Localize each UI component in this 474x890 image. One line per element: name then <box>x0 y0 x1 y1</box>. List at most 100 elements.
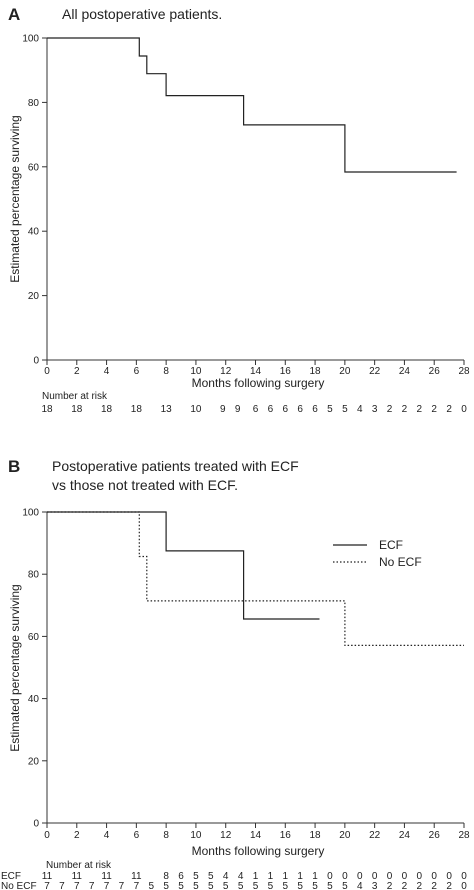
risk-count: 5 <box>208 871 214 882</box>
risk-count: 5 <box>163 881 169 890</box>
risk-count: 11 <box>131 871 142 882</box>
risk-count: 4 <box>357 404 363 415</box>
risk-count: 5 <box>148 881 154 890</box>
risk-count: 5 <box>297 881 303 890</box>
risk-count: 2 <box>431 404 437 415</box>
x-tick-label: 4 <box>104 830 110 841</box>
x-tick-label: 26 <box>429 830 441 841</box>
panel-b-x-axis-label: Months following surgery <box>192 844 325 858</box>
risk-count: 2 <box>417 881 423 890</box>
x-tick-label: 12 <box>220 366 232 377</box>
risk-count: 3 <box>372 404 378 415</box>
y-tick-label: 60 <box>28 162 40 173</box>
panel-a-y-axis-label: Estimated percentage surviving <box>8 115 22 282</box>
risk-count: 6 <box>312 404 318 415</box>
y-tick-label: 20 <box>28 291 40 302</box>
risk-count: 0 <box>461 404 467 415</box>
risk-count: 1 <box>297 871 303 882</box>
y-tick-label: 80 <box>28 98 40 109</box>
risk-count: 7 <box>119 881 125 890</box>
risk-count: 7 <box>104 881 110 890</box>
risk-count: 18 <box>71 404 83 415</box>
panel-b-risk-table: ECF 11 11 11 11 8 6 5 5 4 4 1 1 1 1 1 0 0 0 0 0 0 0 0 0 0No ECF 7 7… <box>1 871 467 890</box>
survival-curve-ecf <box>47 511 320 620</box>
risk-count: 10 <box>190 404 202 415</box>
risk-count: 18 <box>101 404 113 415</box>
legend-label: ECF <box>379 538 403 552</box>
x-tick-label: 2 <box>74 830 80 841</box>
risk-count: 9 <box>235 404 241 415</box>
risk-count: 7 <box>44 881 50 890</box>
risk-count: 0 <box>417 871 423 882</box>
risk-count: 5 <box>193 881 199 890</box>
risk-count: 1 <box>283 871 289 882</box>
panel-b-letter: B <box>8 457 20 476</box>
risk-count: 0 <box>372 871 378 882</box>
x-tick-label: 24 <box>399 366 411 377</box>
risk-count: 6 <box>253 404 259 415</box>
panel-a-letter: A <box>8 5 20 24</box>
risk-count: 6 <box>178 871 184 882</box>
risk-count: 18 <box>131 404 143 415</box>
risk-row-label: No ECF <box>1 881 37 890</box>
risk-count: 0 <box>357 871 363 882</box>
panel-a-x-axis-label: Months following surgery <box>192 376 325 390</box>
risk-count: 5 <box>268 881 274 890</box>
x-tick-label: 4 <box>104 366 110 377</box>
x-tick-label: 22 <box>369 830 381 841</box>
x-tick-label: 20 <box>339 366 351 377</box>
risk-count: 0 <box>402 871 408 882</box>
x-tick-label: 24 <box>399 830 411 841</box>
x-tick-label: 12 <box>220 830 232 841</box>
panel-b-title-line: vs those not treated with ECF. <box>52 477 238 493</box>
risk-count: 5 <box>327 404 333 415</box>
x-tick-label: 14 <box>250 830 262 841</box>
risk-count: 0 <box>431 871 437 882</box>
panel-b-title-line: Postoperative patients treated with ECF <box>52 458 299 474</box>
risk-count: 5 <box>238 881 244 890</box>
risk-count: 7 <box>74 881 80 890</box>
panel-b-title: Postoperative patients treated with ECF v… <box>52 458 299 493</box>
x-tick-label: 16 <box>280 830 292 841</box>
x-tick-label: 18 <box>310 830 322 841</box>
risk-count: 5 <box>327 881 333 890</box>
risk-count: 0 <box>342 871 348 882</box>
risk-count: 5 <box>342 404 348 415</box>
risk-count: 2 <box>446 404 452 415</box>
risk-count: 5 <box>253 881 259 890</box>
risk-count: 13 <box>161 404 173 415</box>
risk-count: 0 <box>461 881 467 890</box>
risk-count: 9 <box>220 404 226 415</box>
x-tick-label: 8 <box>163 366 169 377</box>
y-tick-label: 80 <box>28 570 40 581</box>
x-tick-label: 28 <box>458 830 470 841</box>
y-tick-label: 20 <box>28 756 40 767</box>
risk-count: 2 <box>417 404 423 415</box>
risk-row-label: ECF <box>1 871 21 882</box>
risk-count: 8 <box>163 871 169 882</box>
risk-count: 2 <box>402 881 408 890</box>
y-tick-label: 100 <box>22 34 39 45</box>
risk-count: 6 <box>297 404 303 415</box>
x-tick-label: 20 <box>339 830 351 841</box>
risk-count: 2 <box>446 881 452 890</box>
x-tick-label: 0 <box>44 830 50 841</box>
panel-b-y-axis-label: Estimated percentage surviving <box>8 584 22 751</box>
risk-count: 5 <box>342 881 348 890</box>
risk-count: 7 <box>134 881 140 890</box>
risk-count: 5 <box>223 881 229 890</box>
risk-count: 2 <box>402 404 408 415</box>
x-tick-label: 10 <box>190 366 202 377</box>
risk-count: 5 <box>312 881 318 890</box>
panel-a-risk-table: 18 18 18 18 13 10 9 9 6 6 6 6 6 5 5 4 3 2 2 2 2 2 0 <box>41 404 467 415</box>
risk-count: 5 <box>178 881 184 890</box>
risk-count: 18 <box>41 404 53 415</box>
risk-count: 5 <box>208 881 214 890</box>
x-tick-label: 22 <box>369 366 381 377</box>
risk-count: 0 <box>461 871 467 882</box>
risk-count: 5 <box>283 881 289 890</box>
legend-label: No ECF <box>379 555 422 569</box>
